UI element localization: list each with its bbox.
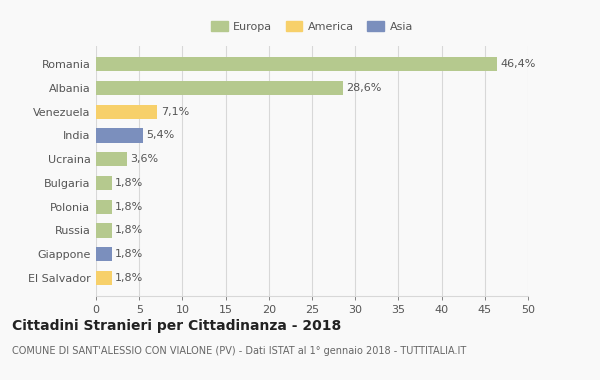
Bar <box>96 200 112 214</box>
Text: 46,4%: 46,4% <box>500 59 536 69</box>
Bar <box>96 81 343 95</box>
Text: 5,4%: 5,4% <box>146 130 175 140</box>
Text: COMUNE DI SANT'ALESSIO CON VIALONE (PV) - Dati ISTAT al 1° gennaio 2018 - TUTTIT: COMUNE DI SANT'ALESSIO CON VIALONE (PV) … <box>12 346 466 356</box>
Bar <box>96 223 112 238</box>
Text: 7,1%: 7,1% <box>161 107 189 117</box>
Text: 1,8%: 1,8% <box>115 202 143 212</box>
Text: 3,6%: 3,6% <box>131 154 158 164</box>
Bar <box>96 128 143 142</box>
Bar <box>96 176 112 190</box>
Bar <box>96 247 112 261</box>
Text: Cittadini Stranieri per Cittadinanza - 2018: Cittadini Stranieri per Cittadinanza - 2… <box>12 319 341 333</box>
Legend: Europa, America, Asia: Europa, America, Asia <box>209 19 415 34</box>
Text: 1,8%: 1,8% <box>115 225 143 235</box>
Bar <box>96 271 112 285</box>
Text: 1,8%: 1,8% <box>115 273 143 283</box>
Text: 1,8%: 1,8% <box>115 249 143 259</box>
Bar <box>96 57 497 71</box>
Text: 1,8%: 1,8% <box>115 178 143 188</box>
Bar <box>96 152 127 166</box>
Bar <box>96 105 157 119</box>
Text: 28,6%: 28,6% <box>347 83 382 93</box>
